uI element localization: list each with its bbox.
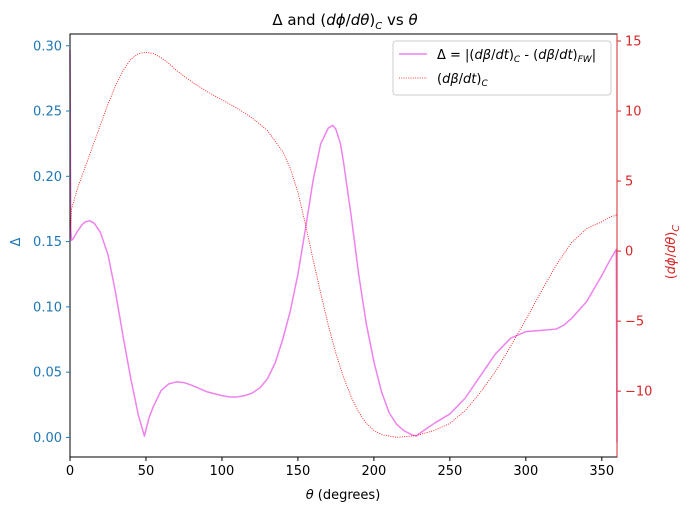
x-tick-label: 100 [210,464,235,479]
x-tick-label: 50 [138,464,155,479]
left-y-tick-label: 0.10 [33,300,62,315]
right-y-tick-label: 5 [625,175,633,190]
left-y-tick-label: 0.20 [33,170,62,185]
dbeta-series-line [69,51,618,438]
x-tick-label: 200 [361,464,386,479]
x-tick-label: 300 [513,464,538,479]
delta-series-line [69,49,618,443]
right-y-tick-label: −5 [625,315,644,330]
left-axis-label: Δ [9,237,24,246]
left-y-tick-label: 0.25 [33,105,62,120]
left-y-tick-label: 0.30 [33,39,62,54]
x-axis-label: θ (degrees) [306,488,381,503]
chart-title: Δ and (dϕ/dθ)C vs θ [272,11,417,32]
legend-box [392,40,612,96]
x-tick-label: 0 [66,464,74,479]
left-y-tick-label: 0.00 [33,431,62,446]
plot-frame [69,33,618,458]
x-tick-label: 250 [437,464,462,479]
x-tick-label: 150 [286,464,311,479]
legend-label-dbeta: (dβ/dt)C [437,72,488,89]
left-y-tick-label: 0.15 [33,235,62,250]
x-tick-label: 350 [589,464,614,479]
left-y-tick-label: 0.05 [33,366,62,381]
right-y-tick-label: −10 [625,385,652,400]
right-y-tick-label: 15 [625,35,642,50]
right-axis-label: (dϕ/dθ)C [664,225,682,280]
right-y-tick-label: 10 [625,105,642,120]
right-y-tick-label: 0 [625,245,633,260]
legend-label-delta: Δ = |(dβ/dt)C - (dβ/dt)FW| [437,48,596,65]
